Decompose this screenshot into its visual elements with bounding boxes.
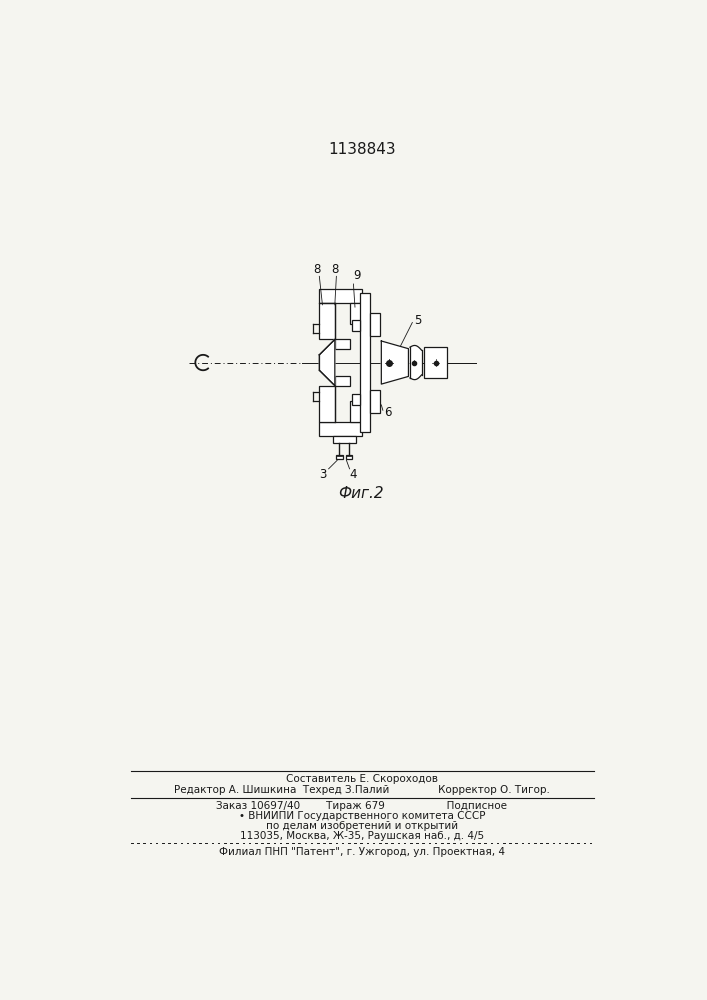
Bar — [335, 376, 351, 386]
Text: Заказ 10697/40        Тираж 679                   Подписное: Заказ 10697/40 Тираж 679 Подписное — [216, 801, 508, 811]
Bar — [320, 303, 335, 339]
Bar — [332, 436, 356, 443]
Text: 6: 6 — [384, 406, 391, 419]
Text: 5: 5 — [414, 314, 421, 327]
Bar — [352, 394, 360, 405]
Bar — [346, 455, 352, 459]
Bar — [352, 320, 360, 331]
Bar — [424, 347, 448, 378]
Bar — [351, 303, 361, 324]
Text: 3: 3 — [319, 468, 326, 481]
Text: 8: 8 — [331, 263, 339, 276]
Bar — [351, 401, 361, 422]
Bar — [352, 320, 360, 331]
Bar — [370, 312, 380, 336]
Bar — [370, 389, 380, 413]
Polygon shape — [381, 341, 409, 384]
Bar — [320, 386, 335, 422]
Text: 113035, Москва, Ж-35, Раушская наб., д. 4/5: 113035, Москва, Ж-35, Раушская наб., д. … — [240, 831, 484, 841]
Bar — [335, 339, 351, 349]
Bar — [337, 455, 343, 459]
Bar — [320, 289, 362, 303]
Bar — [352, 394, 360, 405]
Polygon shape — [320, 339, 335, 386]
Text: Редактор А. Шишкина  Техред З.Палий               Корректор О. Тигор.: Редактор А. Шишкина Техред З.Палий Корре… — [174, 785, 550, 795]
Text: 1138843: 1138843 — [328, 142, 396, 157]
Bar — [370, 312, 380, 336]
Bar — [320, 422, 362, 436]
Text: Составитель Е. Скороходов: Составитель Е. Скороходов — [286, 774, 438, 784]
Bar — [320, 289, 362, 303]
Text: 9: 9 — [354, 269, 361, 282]
Bar — [320, 386, 335, 422]
Text: по делам изобретений и открытий: по делам изобретений и открытий — [266, 821, 458, 831]
Bar — [320, 422, 362, 436]
Text: Фиг.2: Фиг.2 — [338, 486, 384, 501]
Text: 4: 4 — [350, 468, 357, 481]
Bar — [320, 303, 335, 339]
Bar — [370, 389, 380, 413]
Bar — [335, 376, 351, 386]
Polygon shape — [410, 345, 421, 380]
Bar — [360, 293, 370, 432]
Bar — [335, 339, 351, 349]
Bar — [351, 303, 361, 324]
Bar — [351, 401, 361, 422]
Bar — [332, 436, 356, 443]
Text: Филиал ПНП "Патент", г. Ужгород, ул. Проектная, 4: Филиал ПНП "Патент", г. Ужгород, ул. Про… — [219, 847, 505, 857]
Bar — [360, 293, 370, 432]
Text: 8: 8 — [313, 263, 321, 276]
Text: • ВНИИПИ Государственного комитета СССР: • ВНИИПИ Государственного комитета СССР — [239, 811, 485, 821]
